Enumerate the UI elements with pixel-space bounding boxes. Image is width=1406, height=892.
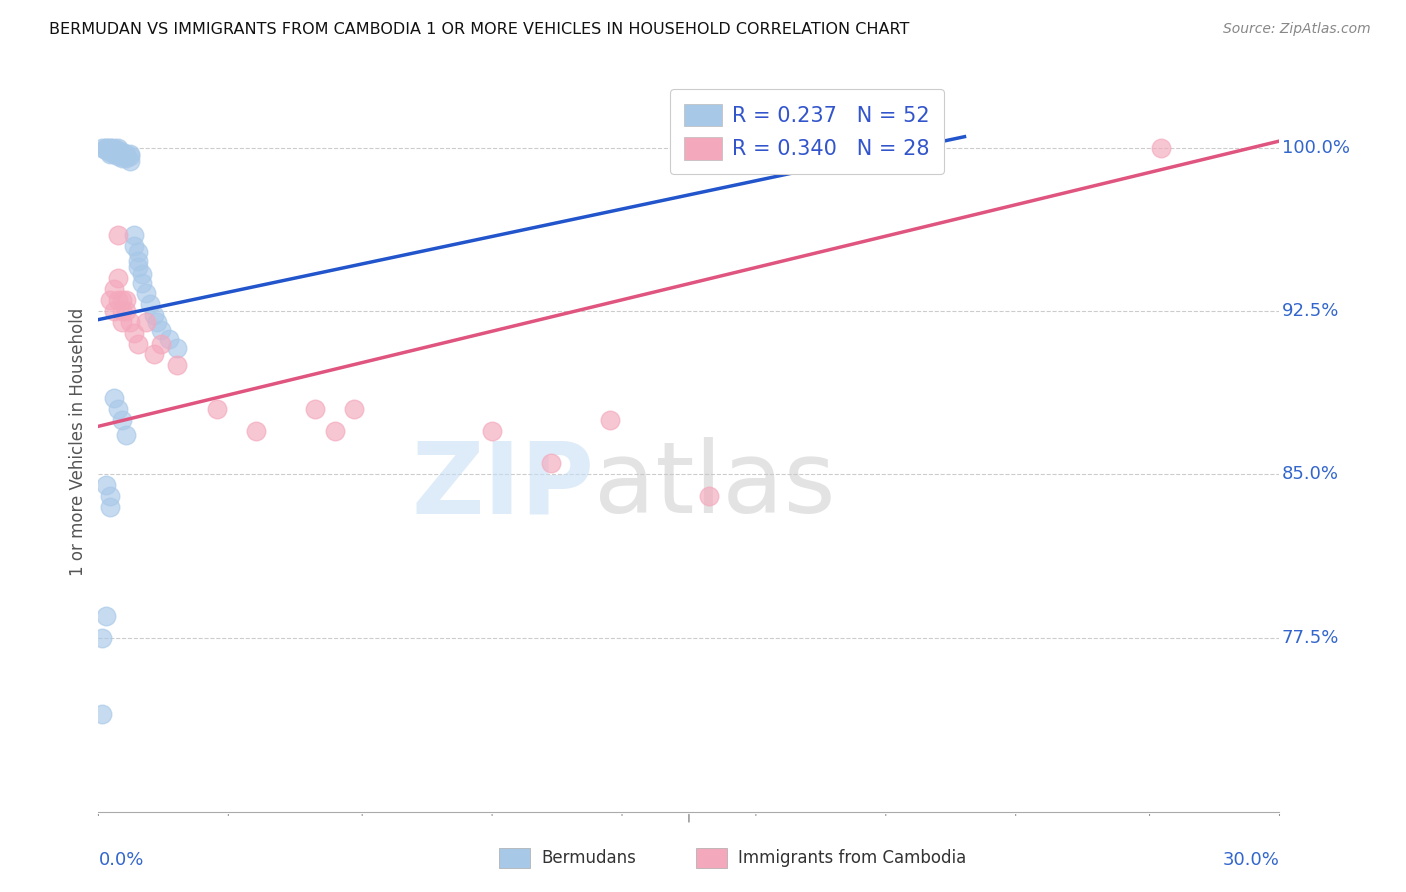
Text: Bermudans: Bermudans bbox=[541, 849, 636, 867]
Point bbox=[115, 293, 138, 307]
Text: 30.0%: 30.0% bbox=[1223, 851, 1279, 869]
Point bbox=[115, 149, 138, 163]
Point bbox=[115, 147, 138, 161]
Point bbox=[107, 147, 129, 161]
Point bbox=[118, 147, 141, 161]
Point bbox=[111, 152, 134, 166]
Text: 100.0%: 100.0% bbox=[1282, 138, 1350, 157]
Point bbox=[111, 149, 134, 163]
Point bbox=[91, 631, 114, 645]
Point bbox=[205, 401, 228, 416]
Point bbox=[98, 143, 121, 157]
Text: 92.5%: 92.5% bbox=[1282, 301, 1339, 320]
Point bbox=[107, 293, 129, 307]
Point bbox=[111, 293, 134, 307]
Point bbox=[118, 153, 141, 168]
Point bbox=[304, 401, 326, 416]
Point bbox=[1150, 140, 1173, 154]
Point bbox=[96, 608, 118, 623]
Point bbox=[146, 315, 169, 329]
Point bbox=[98, 145, 121, 159]
Point bbox=[115, 428, 138, 442]
Point bbox=[135, 315, 157, 329]
Point bbox=[96, 140, 118, 154]
Point bbox=[107, 145, 129, 159]
Point bbox=[127, 260, 149, 275]
Point bbox=[166, 341, 188, 355]
Point bbox=[107, 401, 129, 416]
Point bbox=[142, 347, 165, 361]
Point bbox=[91, 140, 114, 154]
Point bbox=[697, 489, 720, 503]
Point bbox=[138, 297, 160, 311]
Point bbox=[96, 140, 118, 154]
Point bbox=[103, 147, 125, 161]
Point bbox=[481, 424, 503, 438]
Point bbox=[115, 152, 138, 166]
Y-axis label: 1 or more Vehicles in Household: 1 or more Vehicles in Household bbox=[69, 308, 87, 575]
Point bbox=[98, 140, 121, 154]
Point bbox=[107, 271, 129, 285]
Point bbox=[166, 359, 188, 373]
Point bbox=[127, 336, 149, 351]
Text: atlas: atlas bbox=[595, 437, 837, 534]
Point bbox=[111, 145, 134, 159]
Point bbox=[540, 456, 562, 470]
Point bbox=[131, 267, 153, 281]
Point bbox=[118, 315, 141, 329]
Point bbox=[98, 489, 121, 503]
Point bbox=[122, 326, 145, 340]
Point bbox=[91, 706, 114, 721]
Point bbox=[107, 227, 129, 242]
Point bbox=[131, 276, 153, 290]
Text: Source: ZipAtlas.com: Source: ZipAtlas.com bbox=[1223, 22, 1371, 37]
Point bbox=[98, 500, 121, 514]
Point bbox=[103, 143, 125, 157]
Point bbox=[96, 143, 118, 157]
Text: BERMUDAN VS IMMIGRANTS FROM CAMBODIA 1 OR MORE VEHICLES IN HOUSEHOLD CORRELATION: BERMUDAN VS IMMIGRANTS FROM CAMBODIA 1 O… bbox=[49, 22, 910, 37]
Point bbox=[135, 286, 157, 301]
Point bbox=[111, 315, 134, 329]
Point bbox=[150, 323, 173, 337]
Point bbox=[245, 424, 267, 438]
Point bbox=[157, 332, 180, 346]
Point bbox=[98, 140, 121, 154]
Point bbox=[96, 478, 118, 492]
Legend: R = 0.237   N = 52, R = 0.340   N = 28: R = 0.237 N = 52, R = 0.340 N = 28 bbox=[669, 89, 945, 174]
Point bbox=[107, 149, 129, 163]
Point bbox=[107, 143, 129, 157]
Point bbox=[111, 147, 134, 161]
Text: ZIP: ZIP bbox=[412, 437, 595, 534]
Point bbox=[127, 253, 149, 268]
Point bbox=[103, 391, 125, 405]
Point bbox=[103, 140, 125, 154]
Point bbox=[122, 227, 145, 242]
Point bbox=[122, 238, 145, 252]
Point bbox=[323, 424, 346, 438]
Text: Immigrants from Cambodia: Immigrants from Cambodia bbox=[738, 849, 966, 867]
Point bbox=[150, 336, 173, 351]
Text: 77.5%: 77.5% bbox=[1282, 629, 1339, 647]
Point bbox=[118, 149, 141, 163]
Point bbox=[103, 282, 125, 296]
Point bbox=[127, 245, 149, 260]
Point bbox=[98, 147, 121, 161]
Point bbox=[599, 413, 621, 427]
Point bbox=[111, 304, 134, 318]
Point bbox=[98, 293, 121, 307]
Text: 85.0%: 85.0% bbox=[1282, 466, 1339, 483]
Point bbox=[111, 413, 134, 427]
Text: 0.0%: 0.0% bbox=[98, 851, 143, 869]
Point bbox=[103, 145, 125, 159]
Point bbox=[103, 304, 125, 318]
Point bbox=[115, 304, 138, 318]
Point bbox=[142, 308, 165, 322]
Point bbox=[343, 401, 366, 416]
Point bbox=[107, 140, 129, 154]
